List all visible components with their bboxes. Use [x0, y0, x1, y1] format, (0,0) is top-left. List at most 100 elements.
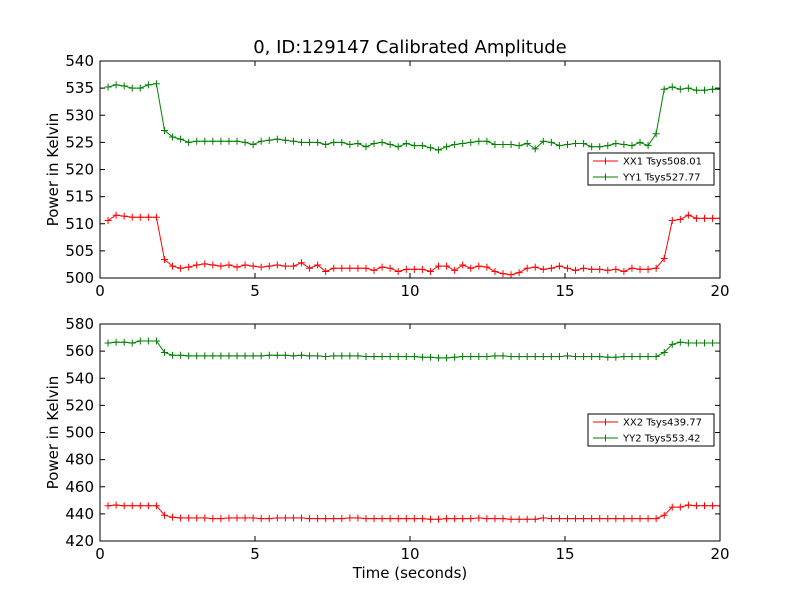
data-point-marker: [370, 353, 378, 361]
x-tick-label: 0: [95, 282, 105, 300]
data-point-marker: [588, 143, 596, 151]
chart-title: 0, ID:129147 Calibrated Amplitude: [253, 37, 567, 58]
data-point-marker: [314, 261, 322, 269]
data-point-marker: [563, 264, 571, 272]
data-point-marker: [652, 353, 660, 361]
data-point-marker: [354, 514, 362, 522]
data-point-marker: [435, 262, 443, 270]
data-point-marker: [701, 214, 708, 222]
data-point-marker: [370, 515, 378, 523]
data-point-marker: [531, 263, 539, 271]
data-point-marker: [547, 353, 555, 361]
data-point-marker: [475, 514, 483, 522]
data-point-marker: [539, 514, 547, 522]
data-point-marker: [144, 81, 152, 89]
y-tick-label: 480: [65, 451, 94, 469]
data-point-marker: [281, 262, 289, 270]
data-point-marker: [507, 271, 515, 278]
legend-swatch: [593, 434, 618, 442]
data-point-marker: [499, 352, 507, 360]
data-point-marker: [426, 267, 434, 275]
data-point-marker: [515, 142, 523, 150]
data-point-marker: [483, 137, 491, 145]
data-point-marker: [209, 137, 217, 145]
data-point-marker: [225, 261, 233, 269]
data-point-marker: [668, 340, 676, 348]
data-point-marker: [402, 139, 410, 147]
data-point-marker: [684, 211, 692, 219]
data-point-marker: [378, 263, 386, 271]
data-point-marker: [660, 254, 668, 262]
legend-swatch: [593, 173, 618, 181]
data-point-marker: [185, 263, 193, 271]
data-point-marker: [717, 342, 720, 344]
data-point-marker: [257, 137, 265, 145]
data-point-marker: [136, 502, 144, 510]
legend-swatch: [593, 418, 618, 426]
data-point-marker: [604, 353, 612, 361]
y-tick-label: 560: [65, 342, 94, 360]
data-point-marker: [612, 515, 620, 523]
data-point-marker: [676, 215, 684, 223]
data-point-marker: [298, 259, 305, 267]
data-point-marker: [717, 505, 720, 507]
data-point-marker: [555, 262, 563, 270]
data-point-marker: [410, 353, 418, 361]
data-point-marker: [652, 130, 660, 138]
data-point-marker: [209, 352, 217, 360]
data-point-marker: [515, 353, 523, 361]
data-point-marker: [580, 353, 588, 361]
data-point-marker: [112, 81, 120, 89]
data-point-marker: [491, 352, 499, 360]
data-point-marker: [265, 351, 273, 359]
data-point-marker: [152, 502, 160, 510]
legend-label: YY1 Tsys527.77: [622, 173, 701, 184]
data-point-marker: [426, 515, 434, 523]
data-point-marker: [241, 261, 249, 269]
data-point-marker: [298, 351, 305, 359]
data-point-marker: [483, 263, 491, 271]
y-tick-label: 505: [65, 242, 94, 260]
data-point-marker: [330, 352, 338, 360]
data-point-marker: [338, 264, 346, 272]
data-point-marker: [418, 515, 426, 523]
data-point-marker: [354, 139, 362, 147]
data-point-marker: [314, 515, 322, 523]
data-point-marker: [128, 339, 136, 347]
data-point-marker: [298, 514, 305, 522]
data-point-marker: [676, 503, 684, 511]
data-point-marker: [443, 515, 451, 523]
data-point-marker: [604, 266, 612, 274]
legend-box: [587, 152, 715, 186]
x-tick-label: 10: [400, 545, 419, 563]
data-point-marker: [281, 351, 289, 359]
data-point-marker: [386, 141, 394, 149]
data-point-marker: [201, 260, 209, 268]
data-point-marker: [604, 515, 612, 523]
data-point-marker: [273, 351, 281, 359]
data-point-marker: [588, 353, 596, 361]
data-point-marker: [120, 338, 128, 346]
bottom-panel: 0 5 10 15 20 420 440 460 480 500 520 540 560 580 XX2 T…: [65, 315, 729, 563]
data-point-marker: [467, 264, 475, 272]
data-point-marker: [185, 514, 193, 522]
data-point-marker: [410, 515, 418, 523]
data-point-marker: [709, 339, 717, 347]
data-point-marker: [572, 515, 580, 523]
y-tick-label: 520: [65, 161, 94, 179]
data-point-marker: [233, 352, 241, 360]
data-point-marker: [104, 502, 112, 510]
x-tick-label: 15: [555, 545, 574, 563]
y-tick-label: 530: [65, 106, 94, 124]
data-point-marker: [338, 515, 346, 523]
data-point-marker: [426, 144, 434, 152]
data-point-marker: [692, 339, 700, 347]
data-point-marker: [233, 514, 241, 522]
data-point-marker: [660, 511, 668, 519]
legend: XX1 Tsys508.01 YY1 Tsys527.77: [587, 152, 715, 186]
legend-swatch: [593, 157, 618, 165]
data-point-marker: [160, 348, 168, 356]
data-point-marker: [410, 265, 418, 273]
data-point-marker: [443, 262, 451, 270]
data-point-marker: [459, 515, 467, 523]
